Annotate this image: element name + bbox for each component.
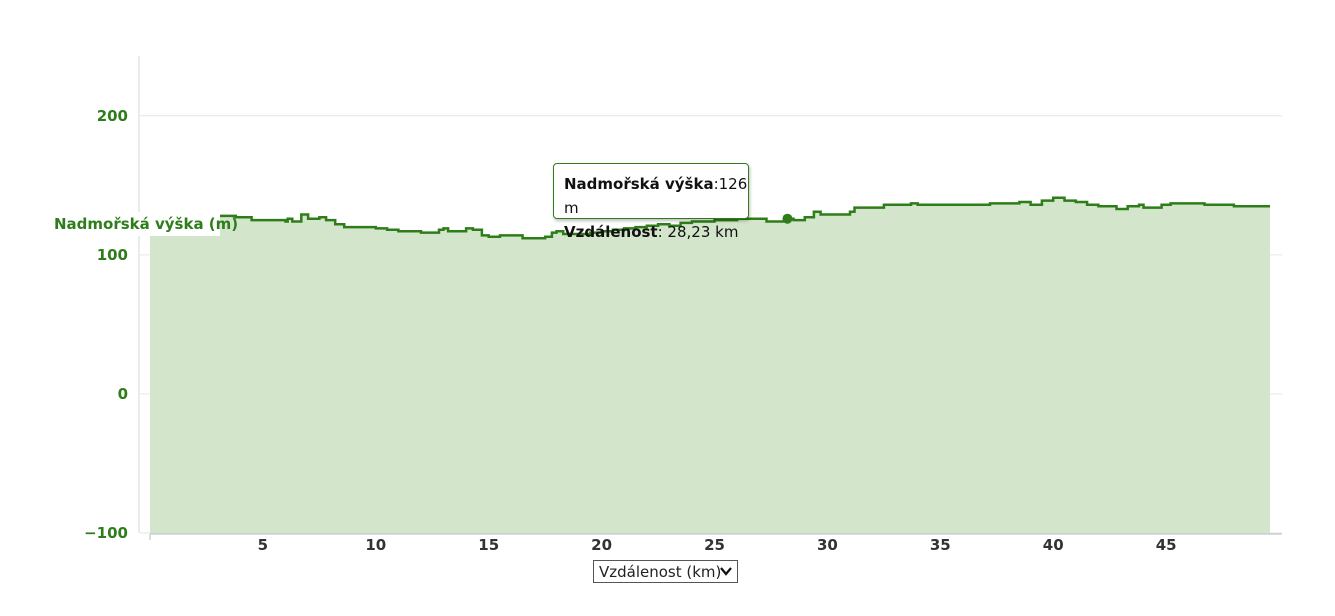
x-tick-label: 20 (591, 536, 612, 554)
tooltip-distance-row: Vzdálenost: 28,23 km (564, 220, 748, 244)
y-tick-label: −100 (84, 524, 128, 542)
chevron-down-icon (720, 567, 732, 576)
tooltip-distance-value: : 28,23 km (657, 223, 739, 241)
tooltip-elevation-row: Nadmořská výška:126 m (564, 172, 748, 220)
y-tick-label: 0 (118, 385, 128, 403)
x-tick-label: 10 (365, 536, 386, 554)
tooltip-distance-label: Vzdálenost (564, 223, 658, 241)
y-axis-label-background (52, 212, 220, 236)
x-tick-label: 15 (478, 536, 499, 554)
elevation-area (150, 197, 1270, 534)
elevation-line (150, 196, 1270, 240)
highlight-point[interactable] (782, 213, 793, 224)
y-axis-label: Nadmořská výška (m) (54, 215, 238, 233)
y-tick-label: 200 (97, 107, 128, 125)
tooltip-elevation-value: :126 m (564, 175, 748, 217)
x-axis-select[interactable]: Vzdálenost (km) (593, 560, 738, 583)
x-tick-label: 40 (1043, 536, 1064, 554)
x-tick-label: 25 (704, 536, 725, 554)
x-tick-label: 5 (258, 536, 268, 554)
x-tick-label: 30 (817, 536, 838, 554)
x-axis-select-value: Vzdálenost (km) (599, 562, 722, 581)
y-tick-label: 100 (97, 246, 128, 264)
x-tick-label: 35 (930, 536, 951, 554)
tooltip-elevation-label: Nadmořská výška (564, 175, 714, 193)
x-tick-label: 45 (1156, 536, 1177, 554)
x-tick-labels: 5 10 15 20 25 30 35 40 45 (149, 534, 1177, 554)
y-tick-labels: 200 100 0 −100 (84, 107, 128, 542)
tooltip: Nadmořská výška:126 m Vzdálenost: 28,23 … (553, 163, 749, 241)
